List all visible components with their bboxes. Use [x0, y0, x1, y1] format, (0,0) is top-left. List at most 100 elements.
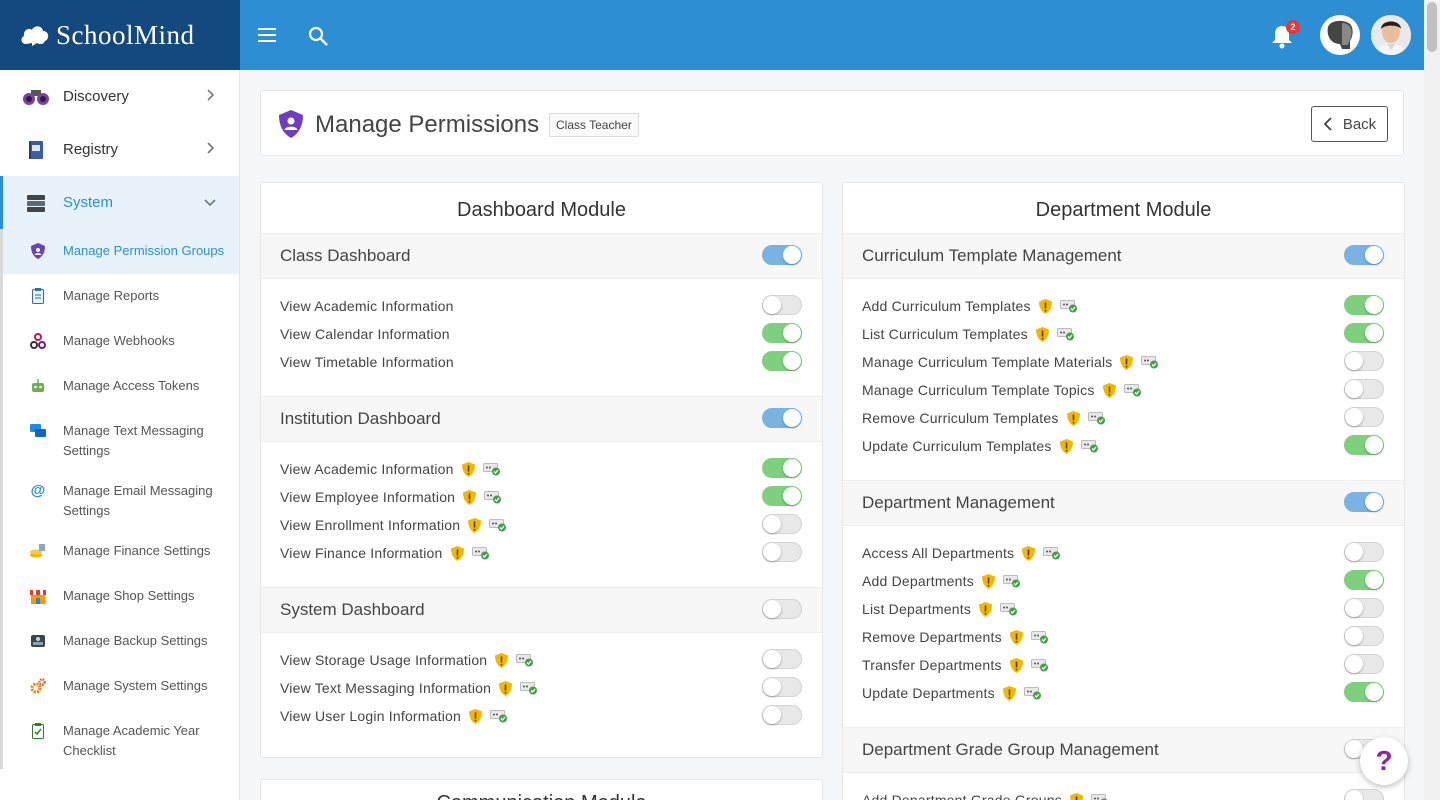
sidebar-sub-label: Manage System Settings: [63, 678, 208, 693]
sidebar-item-registry[interactable]: Registry: [0, 123, 239, 176]
shield-user-icon: [279, 110, 303, 138]
permission-toggle[interactable]: [762, 295, 802, 315]
permission-toggle[interactable]: [762, 323, 802, 343]
warning-shield-icon: [1066, 410, 1080, 426]
permission-row: View Timetable Information: [261, 348, 822, 376]
permission-toggle[interactable]: [1344, 379, 1384, 399]
permission-toggle[interactable]: [1344, 407, 1384, 427]
toggle-knob: [1365, 296, 1383, 314]
permission-row: Add Departments: [843, 567, 1404, 595]
permission-toggle[interactable]: [1344, 351, 1384, 371]
permission-toggle[interactable]: [762, 486, 802, 506]
permission-toggle[interactable]: [1344, 682, 1384, 702]
user-avatar[interactable]: [1371, 15, 1411, 55]
sidebar-sub-label: Manage Webhooks: [63, 333, 175, 348]
toggle-knob: [1345, 352, 1363, 370]
hamburger-menu-icon[interactable]: [256, 26, 278, 44]
permission-group-header: Class Dashboard: [261, 233, 822, 279]
search-icon[interactable]: [308, 26, 330, 48]
toggle-knob: [1345, 790, 1363, 800]
page-scrollbar[interactable]: [1424, 0, 1440, 800]
scrollbar-thumb[interactable]: [1427, 2, 1437, 52]
sidebar-item-manage-access-tokens[interactable]: Manage Access Tokens: [3, 364, 239, 409]
toggle-knob: [1365, 246, 1383, 264]
warning-shield-icon: [495, 652, 509, 668]
group-toggle[interactable]: [1344, 245, 1384, 265]
permission-label: Manage Curriculum Template Topics: [862, 382, 1095, 398]
sidebar-item-manage-text-messaging[interactable]: Manage Text Messaging Settings: [3, 409, 239, 469]
shield-user-icon: [30, 243, 46, 259]
help-button[interactable]: ?: [1360, 737, 1408, 785]
sidebar-item-manage-shop[interactable]: Manage Shop Settings: [3, 574, 239, 619]
permission-toggle[interactable]: [1344, 626, 1384, 646]
permission-group-header: Institution Dashboard: [261, 396, 822, 442]
warning-shield-icon: [1102, 382, 1116, 398]
institution-avatar[interactable]: [1320, 15, 1360, 55]
permission-toggle[interactable]: [1344, 598, 1384, 618]
sidebar-item-system[interactable]: System: [0, 176, 239, 229]
sidebar-item-manage-reports[interactable]: Manage Reports: [3, 274, 239, 319]
back-button[interactable]: Back: [1311, 106, 1388, 142]
permission-toggle[interactable]: [762, 542, 802, 562]
group-toggle[interactable]: [762, 408, 802, 428]
permission-label: View Employee Information: [280, 489, 456, 505]
role-badge: Class Teacher: [549, 113, 639, 137]
sidebar-item-manage-email-messaging[interactable]: @ Manage Email Messaging Settings: [3, 469, 239, 529]
permission-label: Manage Curriculum Template Materials: [862, 354, 1113, 370]
permission-row: List Departments: [843, 595, 1404, 623]
permission-row: View Calendar Information: [261, 320, 822, 348]
toggle-knob: [1345, 599, 1363, 617]
permission-toggle[interactable]: [1344, 570, 1384, 590]
brand-logo[interactable]: SchoolMind: [0, 0, 240, 70]
brand-name: SchoolMind: [56, 19, 195, 50]
permission-toggle[interactable]: [1344, 542, 1384, 562]
warning-shield-icon: [1009, 629, 1023, 645]
toggle-knob: [1345, 408, 1363, 426]
group-name: Department Grade Group Management: [862, 740, 1159, 759]
permission-list: View Academic Information View Calendar I…: [261, 279, 822, 396]
permission-toggle[interactable]: [762, 677, 802, 697]
chevron-right-icon: [207, 89, 215, 101]
sidebar-item-manage-system[interactable]: Manage System Settings: [3, 664, 239, 709]
group-name: Class Dashboard: [280, 246, 411, 265]
at-sign-icon: @: [30, 482, 46, 499]
permission-toggle[interactable]: [1344, 789, 1384, 800]
group-toggle[interactable]: [762, 245, 802, 265]
permission-label: List Curriculum Templates: [862, 326, 1028, 342]
sidebar-item-manage-academic-year-checklist[interactable]: Manage Academic Year Checklist: [3, 709, 239, 769]
toggle-knob: [1345, 543, 1363, 561]
communication-module-card: Communication Module: [260, 779, 823, 800]
permission-toggle[interactable]: [1344, 435, 1384, 455]
sidebar-item-manage-backup[interactable]: Manage Backup Settings: [3, 619, 239, 664]
permission-row: Access All Departments: [843, 539, 1404, 567]
permission-label: Transfer Departments: [862, 657, 1002, 673]
permission-label: Remove Departments: [862, 629, 1002, 645]
chevron-right-icon: [207, 142, 215, 154]
permission-toggle[interactable]: [762, 514, 802, 534]
notifications-button[interactable]: 2: [1268, 20, 1300, 50]
sidebar-item-manage-webhooks[interactable]: Manage Webhooks: [3, 319, 239, 364]
toggle-knob: [783, 246, 801, 264]
toggle-knob: [783, 409, 801, 427]
permission-toggle[interactable]: [1344, 323, 1384, 343]
warning-shield-icon: [461, 461, 475, 477]
toggle-knob: [763, 650, 781, 668]
sidebar-item-manage-finance[interactable]: Manage Finance Settings: [3, 529, 239, 574]
api-key-check-icon: [484, 491, 502, 504]
permission-toggle[interactable]: [762, 458, 802, 478]
cloud-brain-icon: [21, 26, 49, 46]
permission-toggle[interactable]: [1344, 654, 1384, 674]
sidebar-item-discovery[interactable]: Discovery: [0, 70, 239, 123]
api-key-check-icon: [1087, 412, 1105, 425]
group-toggle[interactable]: [762, 599, 802, 619]
permission-toggle[interactable]: [1344, 295, 1384, 315]
permission-toggle[interactable]: [762, 649, 802, 669]
permission-toggle[interactable]: [762, 351, 802, 371]
sidebar-item-manage-permission-groups[interactable]: Manage Permission Groups: [3, 229, 239, 274]
toggle-knob: [1365, 436, 1383, 454]
sidebar: Discovery Registry System Manage Permiss…: [0, 70, 240, 800]
group-toggle[interactable]: [1344, 492, 1384, 512]
permission-row: View Finance Information: [261, 539, 822, 567]
permission-toggle[interactable]: [762, 705, 802, 725]
sidebar-sub-label: Manage Permission Groups: [63, 243, 225, 258]
